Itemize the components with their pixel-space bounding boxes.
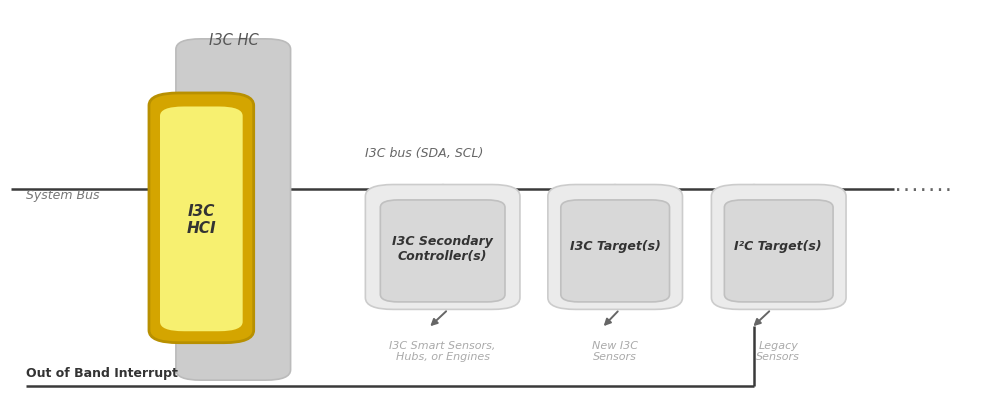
Text: Legacy
Sensors: Legacy Sensors xyxy=(756,341,800,362)
Text: I3C Smart Sensors,
Hubs, or Engines: I3C Smart Sensors, Hubs, or Engines xyxy=(389,341,496,362)
Text: I3C Secondary
Controller(s): I3C Secondary Controller(s) xyxy=(392,235,493,263)
FancyBboxPatch shape xyxy=(159,106,244,332)
FancyBboxPatch shape xyxy=(548,184,682,309)
Text: I3C Target(s): I3C Target(s) xyxy=(570,241,661,253)
FancyBboxPatch shape xyxy=(176,39,291,380)
FancyBboxPatch shape xyxy=(711,184,846,309)
Text: I3C HC: I3C HC xyxy=(209,34,259,49)
FancyBboxPatch shape xyxy=(365,184,520,309)
Text: I3C bus (SDA, SCL): I3C bus (SDA, SCL) xyxy=(365,147,484,160)
FancyBboxPatch shape xyxy=(561,200,670,302)
Text: I3C
HCI: I3C HCI xyxy=(187,204,216,236)
FancyBboxPatch shape xyxy=(724,200,833,302)
Text: New I3C
Sensors: New I3C Sensors xyxy=(592,341,638,362)
FancyBboxPatch shape xyxy=(380,200,505,302)
Text: I²C Target(s): I²C Target(s) xyxy=(734,241,822,253)
Text: System Bus: System Bus xyxy=(26,189,100,202)
FancyBboxPatch shape xyxy=(149,93,254,343)
Text: .......: ....... xyxy=(894,180,953,194)
Text: Out of Band Interrupt: Out of Band Interrupt xyxy=(26,367,178,380)
